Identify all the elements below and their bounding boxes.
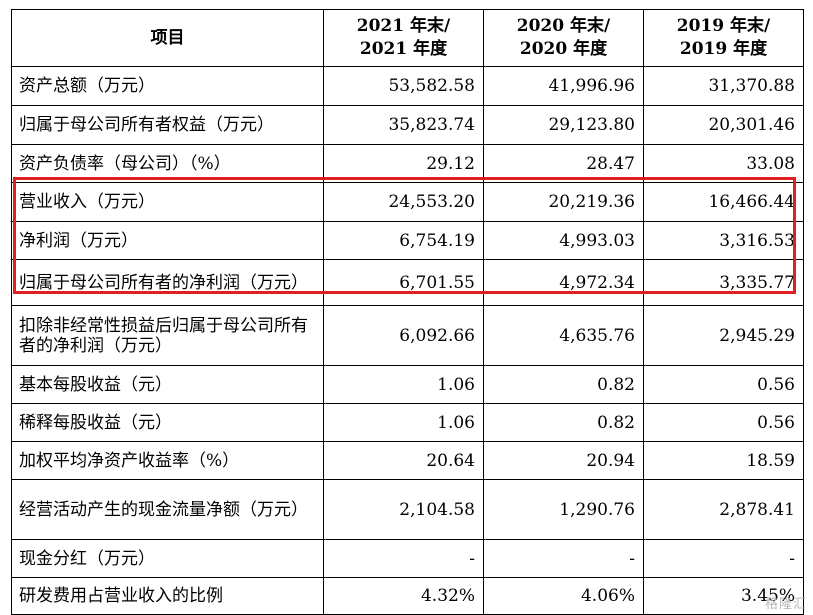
table-row: 经营活动产生的现金流量净额（万元） 2,104.58 1,290.76 2,87… xyxy=(11,479,804,540)
table-row: 归属于母公司所有者权益（万元） 35,823.74 29,123.80 20,3… xyxy=(11,105,804,145)
row-label: 扣除非经常性损益后归属于母公司所有者的净利润（万元） xyxy=(11,305,324,366)
cell-2021: 20.64 xyxy=(323,441,484,480)
table-row: 现金分红（万元） - - - xyxy=(11,539,804,578)
row-label: 现金分红（万元） xyxy=(11,539,324,578)
row-label: 资产总额（万元） xyxy=(11,66,324,106)
row-label: 营业收入（万元） xyxy=(11,182,324,222)
cell-2019: 31,370.88 xyxy=(643,66,804,106)
cell-2020: 4.06% xyxy=(483,577,644,615)
cell-2021: 6,092.66 xyxy=(323,305,484,366)
financial-indicators-table: 项目 2021 年末/2021 年度 2020 年末/2020 年度 2019 … xyxy=(11,9,804,615)
cell-2020: 20,219.36 xyxy=(483,182,644,222)
cell-2021: 53,582.58 xyxy=(323,66,484,106)
header-2020: 2020 年末/2020 年度 xyxy=(483,9,644,67)
cell-2020: 4,993.03 xyxy=(483,221,644,260)
cell-2019: 20,301.46 xyxy=(643,105,804,145)
row-label: 归属于母公司所有者的净利润（万元） xyxy=(11,259,324,306)
cell-2021: 24,553.20 xyxy=(323,182,484,222)
cell-2020: 4,972.34 xyxy=(483,259,644,306)
cell-2019: - xyxy=(643,539,804,578)
row-label: 稀释每股收益（元） xyxy=(11,403,324,442)
cell-2020: 0.82 xyxy=(483,365,644,404)
cell-2019: 3.45% xyxy=(643,577,804,615)
cell-2019: 0.56 xyxy=(643,403,804,442)
header-row: 项目 2021 年末/2021 年度 2020 年末/2020 年度 2019 … xyxy=(11,9,804,67)
table-row: 资产负债率（母公司）（%） 29.12 28.47 33.08 xyxy=(11,144,804,183)
row-label: 研发费用占营业收入的比例 xyxy=(11,577,324,615)
cell-2021: 1.06 xyxy=(323,365,484,404)
cell-2021: 6,754.19 xyxy=(323,221,484,260)
cell-2020: 20.94 xyxy=(483,441,644,480)
table-row: 归属于母公司所有者的净利润（万元） 6,701.55 4,972.34 3,33… xyxy=(11,259,804,306)
cell-2020: 28.47 xyxy=(483,144,644,183)
cell-2019: 16,466.44 xyxy=(643,182,804,222)
table-row: 稀释每股收益（元） 1.06 0.82 0.56 xyxy=(11,403,804,442)
cell-2021: 4.32% xyxy=(323,577,484,615)
cell-2021: 6,701.55 xyxy=(323,259,484,306)
cell-2019: 33.08 xyxy=(643,144,804,183)
cell-2021: 1.06 xyxy=(323,403,484,442)
cell-2019: 3,335.77 xyxy=(643,259,804,306)
cell-2019: 2,945.29 xyxy=(643,305,804,366)
table-row: 基本每股收益（元） 1.06 0.82 0.56 xyxy=(11,365,804,404)
cell-2021: 29.12 xyxy=(323,144,484,183)
cell-2021: 2,104.58 xyxy=(323,479,484,540)
header-2019: 2019 年末/2019 年度 xyxy=(643,9,804,67)
cell-2020: 4,635.76 xyxy=(483,305,644,366)
table-row: 营业收入（万元） 24,553.20 20,219.36 16,466.44 xyxy=(11,182,804,222)
cell-2019: 0.56 xyxy=(643,365,804,404)
cell-2020: - xyxy=(483,539,644,578)
watermark: 格隆汇 xyxy=(764,597,807,612)
table-row: 扣除非经常性损益后归属于母公司所有者的净利润（万元） 6,092.66 4,63… xyxy=(11,305,804,366)
table-row: 加权平均净资产收益率（%） 20.64 20.94 18.59 xyxy=(11,441,804,480)
header-2021: 2021 年末/2021 年度 xyxy=(323,9,484,67)
row-label: 净利润（万元） xyxy=(11,221,324,260)
cell-2019: 3,316.53 xyxy=(643,221,804,260)
table-row: 净利润（万元） 6,754.19 4,993.03 3,316.53 xyxy=(11,221,804,260)
cell-2020: 41,996.96 xyxy=(483,66,644,106)
row-label: 基本每股收益（元） xyxy=(11,365,324,404)
cell-2020: 1,290.76 xyxy=(483,479,644,540)
row-label: 经营活动产生的现金流量净额（万元） xyxy=(11,479,324,540)
cell-2021: - xyxy=(323,539,484,578)
cell-2019: 2,878.41 xyxy=(643,479,804,540)
cell-2019: 18.59 xyxy=(643,441,804,480)
header-item: 项目 xyxy=(11,9,324,67)
table-row: 研发费用占营业收入的比例 4.32% 4.06% 3.45% xyxy=(11,577,804,615)
row-label: 加权平均净资产收益率（%） xyxy=(11,441,324,480)
row-label: 资产负债率（母公司）（%） xyxy=(11,144,324,183)
cell-2020: 0.82 xyxy=(483,403,644,442)
table-row: 资产总额（万元） 53,582.58 41,996.96 31,370.88 xyxy=(11,66,804,106)
row-label: 归属于母公司所有者权益（万元） xyxy=(11,105,324,145)
cell-2021: 35,823.74 xyxy=(323,105,484,145)
cell-2020: 29,123.80 xyxy=(483,105,644,145)
